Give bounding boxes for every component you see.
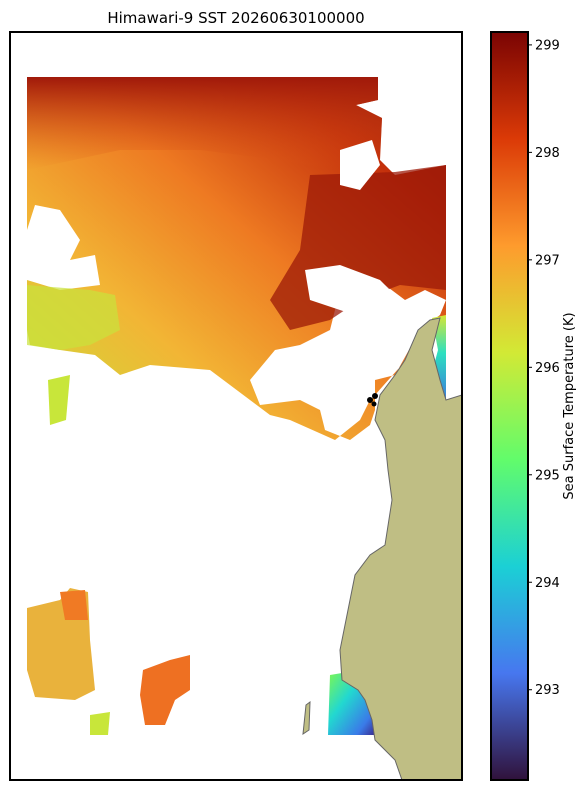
cloud-mask: [305, 265, 400, 320]
colorbar-tick-label: 298: [535, 146, 560, 161]
colorbar-tick-label: 296: [535, 361, 560, 376]
sst-patch: [90, 712, 110, 735]
sst-patch: [140, 655, 190, 725]
island: [302, 700, 311, 736]
chart-title: Himawari-9 SST 20260630100000: [107, 9, 364, 27]
cloud-mask: [27, 205, 100, 290]
sst-patch: [60, 590, 88, 620]
land: [339, 317, 462, 780]
marker: [372, 393, 378, 399]
sst-patch: [48, 375, 70, 425]
colorbar-tick-label: 299: [535, 38, 560, 53]
map-frame: [9, 31, 463, 781]
colorbar-tick-label: 293: [535, 683, 560, 698]
sst-field-north: [27, 77, 382, 170]
map: [27, 77, 462, 780]
marker: [371, 401, 377, 407]
colorbar-tick-label: 294: [535, 576, 560, 591]
cloud-mask: [340, 140, 380, 190]
marker: [367, 397, 373, 403]
colorbar: [490, 31, 529, 781]
sst-coastal-cool: [328, 672, 375, 735]
colorbar-label: Sea Surface Temperature (K): [562, 312, 577, 499]
colorbar-tick-label: 295: [535, 468, 560, 483]
colorbar-tick-label: 297: [535, 253, 560, 268]
sst-field-west: [27, 285, 120, 350]
